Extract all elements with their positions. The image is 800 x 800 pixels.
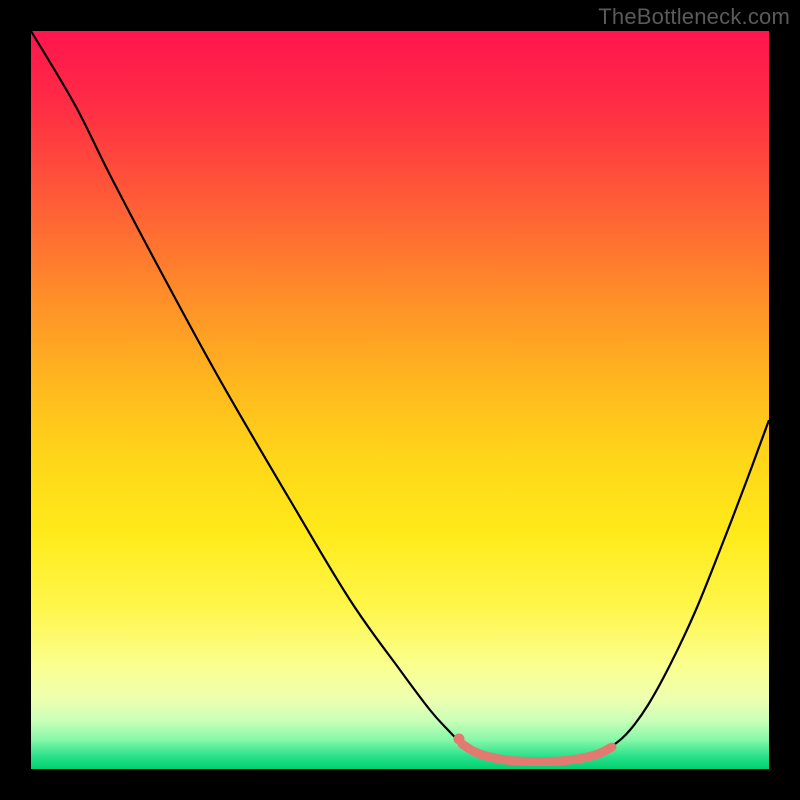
optimal-range-start-marker [454,734,465,745]
bottleneck-chart [0,0,800,800]
chart-container: TheBottleneck.com [0,0,800,800]
watermark-label: TheBottleneck.com [598,4,790,30]
plot-background-gradient [31,31,769,769]
